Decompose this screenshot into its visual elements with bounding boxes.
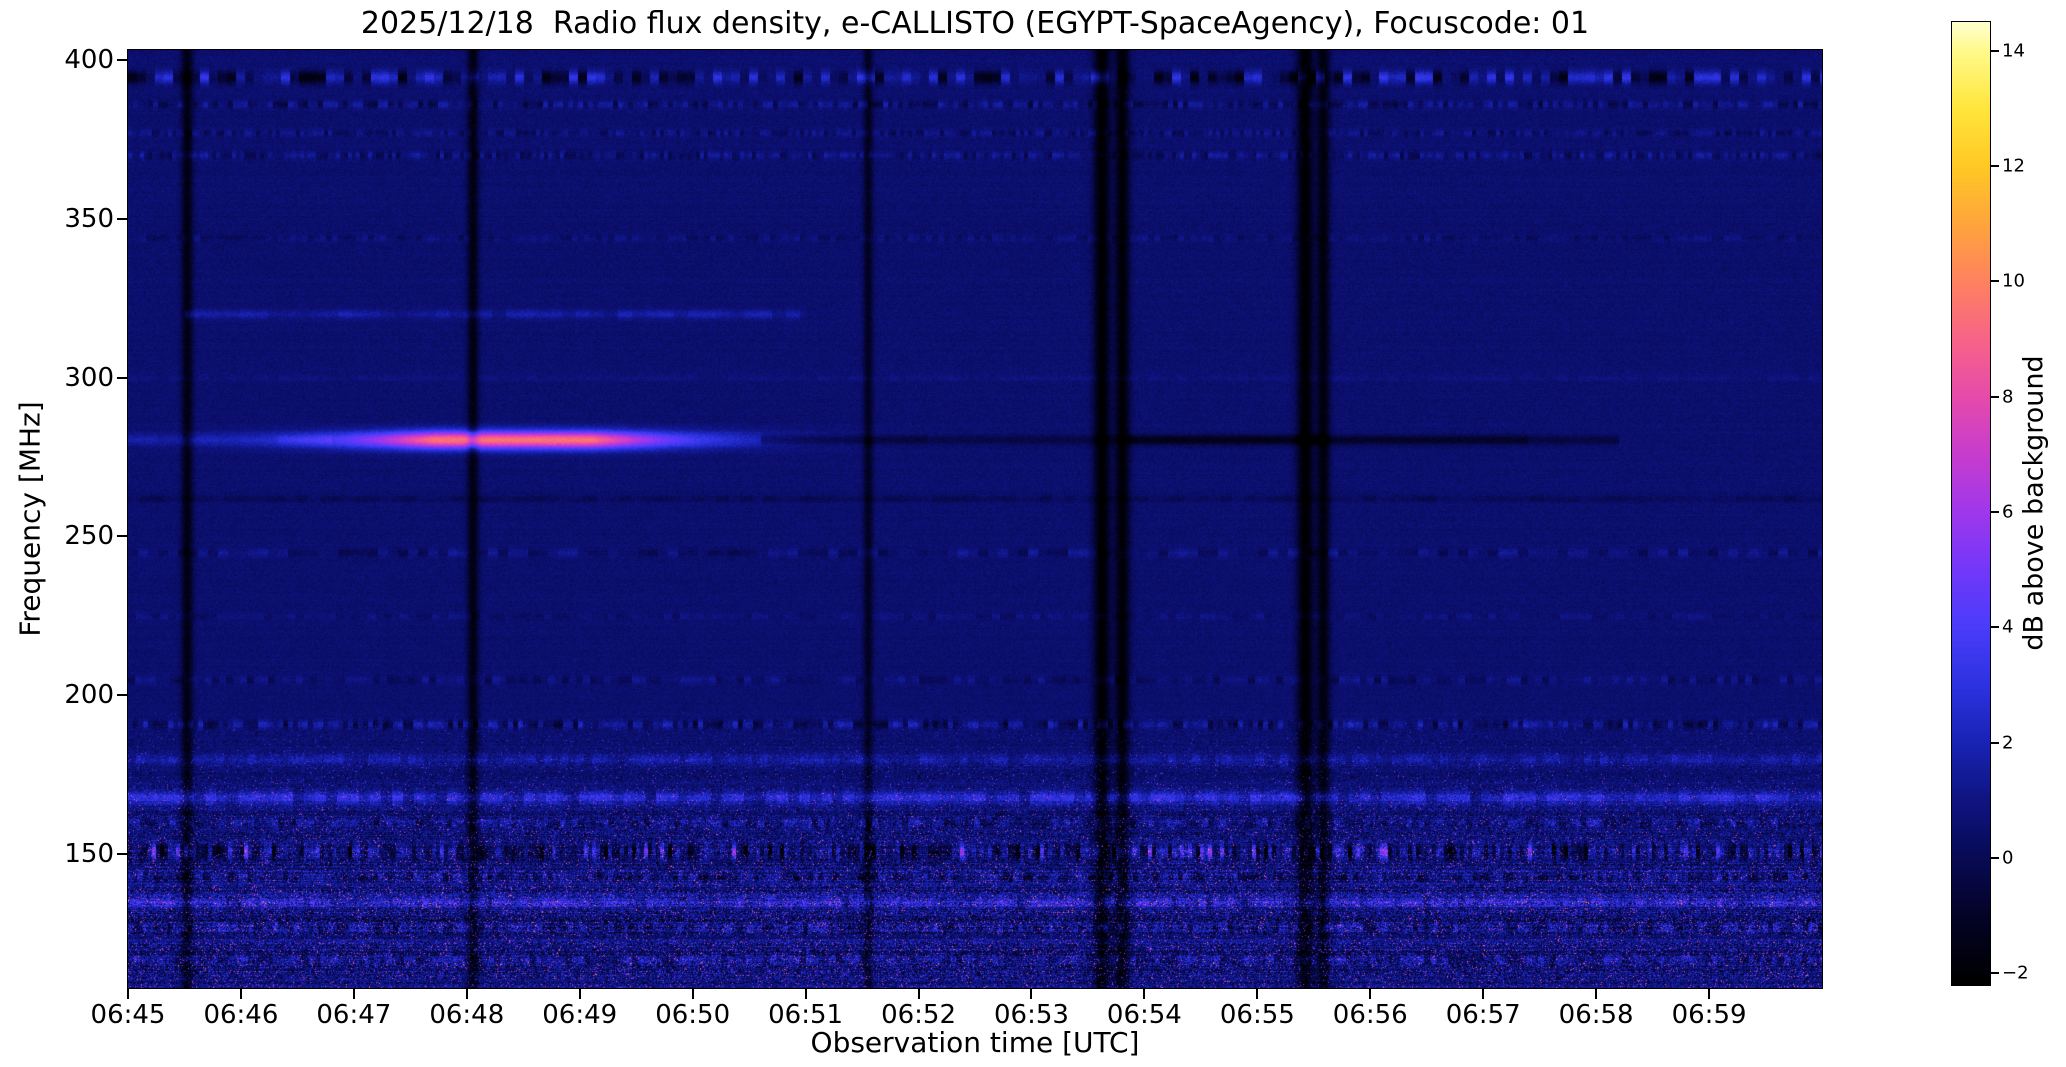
colorbar-tick-label: 8 — [2002, 386, 2014, 408]
x-tick-label: 06:58 — [1558, 1000, 1634, 1030]
x-tick-mark — [1030, 989, 1033, 999]
x-tick-label: 06:47 — [316, 1000, 392, 1030]
chart-title: 2025/12/18 Radio flux density, e-CALLIST… — [360, 6, 1590, 41]
x-tick-mark — [1256, 989, 1259, 999]
x-tick-mark — [691, 989, 694, 999]
y-tick-mark — [117, 853, 127, 856]
x-tick-mark — [1708, 989, 1711, 999]
colorbar-tick-mark — [1991, 511, 1999, 514]
x-tick-mark — [465, 989, 468, 999]
colorbar-tick-mark — [1991, 972, 1999, 975]
x-tick-label: 06:57 — [1445, 1000, 1521, 1030]
x-tick-mark — [804, 989, 807, 999]
x-tick-mark — [239, 989, 242, 999]
colorbar-tick-label: 4 — [2002, 616, 2014, 638]
y-tick-mark — [117, 58, 127, 61]
x-tick-label: 06:50 — [655, 1000, 731, 1030]
y-tick-mark — [117, 535, 127, 538]
y-axis-label: Frequency [MHz] — [13, 401, 47, 637]
x-tick-mark — [578, 989, 581, 999]
colorbar-tick-mark — [1991, 280, 1999, 283]
x-tick-label: 06:49 — [542, 1000, 618, 1030]
x-tick-mark — [1143, 989, 1146, 999]
y-tick-mark — [117, 376, 127, 379]
colorbar-tick-label: 6 — [2002, 501, 2014, 523]
colorbar-tick-mark — [1991, 49, 1999, 52]
x-tick-label: 06:51 — [768, 1000, 844, 1030]
x-tick-label: 06:45 — [90, 1000, 166, 1030]
x-tick-label: 06:46 — [203, 1000, 279, 1030]
x-axis-label: Observation time [UTC] — [810, 1026, 1140, 1059]
colorbar-tick-label: 10 — [2002, 270, 2025, 292]
colorbar-tick-label: −2 — [2002, 962, 2029, 984]
colorbar-gradient — [1951, 21, 1991, 986]
x-tick-mark — [352, 989, 355, 999]
y-tick-label: 300 — [64, 362, 114, 393]
y-tick-label: 150 — [64, 839, 114, 870]
colorbar-tick-mark — [1991, 857, 1999, 860]
x-tick-mark — [127, 989, 129, 999]
y-tick-mark — [117, 694, 127, 697]
y-tick-label: 200 — [64, 680, 114, 711]
x-tick-mark — [1595, 989, 1598, 999]
x-tick-mark — [917, 989, 920, 999]
x-tick-mark — [1482, 989, 1485, 999]
colorbar-tick-mark — [1991, 395, 1999, 398]
colorbar-label: dB above background — [2018, 355, 2050, 651]
spectrogram-image — [127, 49, 1823, 989]
x-tick-mark — [1369, 989, 1372, 999]
x-tick-label: 06:53 — [993, 1000, 1069, 1030]
colorbar-tick-mark — [1991, 165, 1999, 168]
x-tick-label: 06:48 — [429, 1000, 505, 1030]
colorbar-tick-label: 14 — [2002, 40, 2025, 62]
y-tick-label: 250 — [64, 521, 114, 552]
x-tick-label: 06:56 — [1332, 1000, 1408, 1030]
x-tick-label: 06:52 — [881, 1000, 956, 1030]
x-tick-label: 06:59 — [1671, 1000, 1747, 1030]
y-tick-label: 400 — [64, 44, 114, 75]
colorbar-tick-mark — [1991, 626, 1999, 629]
colorbar-tick-label: 2 — [2002, 732, 2014, 754]
colorbar-tick-mark — [1991, 741, 1999, 744]
x-tick-label: 06:54 — [1106, 1000, 1182, 1030]
colorbar-tick-label: 0 — [2002, 847, 2014, 869]
x-tick-label: 06:55 — [1219, 1000, 1295, 1030]
colorbar-tick-label: 12 — [2002, 155, 2025, 177]
y-tick-mark — [117, 217, 127, 220]
y-tick-label: 350 — [64, 203, 114, 234]
